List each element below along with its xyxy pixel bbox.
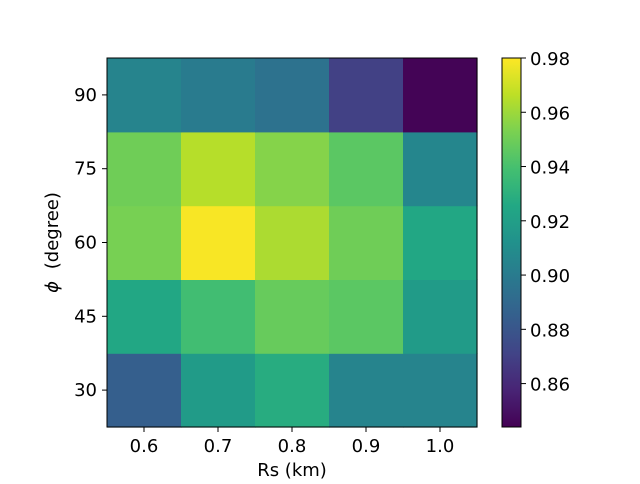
heatmap-cell-75-0.9 — [329, 131, 404, 207]
colorbar-tick-label: 0.96 — [530, 103, 570, 124]
colorbar-ticks: 0.86 0.88 0.90 0.92 0.94 0.96 0.98 — [521, 49, 570, 396]
heatmap-cell-90-0.8 — [255, 58, 330, 133]
heatmap-cell-45-1.0 — [403, 279, 478, 354]
colorbar — [501, 57, 522, 428]
colorbar-tick-label: 0.86 — [530, 375, 570, 396]
heatmap-cell-60-0.6 — [107, 205, 182, 280]
y-tick-label: 60 — [74, 233, 97, 254]
heatmap-cell-30-0.8 — [255, 353, 330, 428]
colorbar-tick-label: 0.94 — [530, 158, 570, 179]
x-tick-label: 1.0 — [426, 436, 455, 457]
heatmap-cell-45-0.7 — [181, 279, 256, 354]
heatmap-cell-75-1.0 — [403, 131, 478, 207]
heatmap-cell-75-0.7 — [181, 131, 256, 207]
x-tick-label: 0.9 — [352, 436, 381, 457]
heatmap-cells — [107, 58, 478, 428]
y-tick-label: 75 — [74, 159, 97, 180]
x-tick-label: 0.7 — [204, 436, 233, 457]
colorbar-tick-label: 0.88 — [530, 320, 570, 341]
y-axis: 30 45 60 75 90 — [74, 85, 107, 401]
heatmap-cell-30-1.0 — [403, 353, 478, 428]
colorbar-tick-label: 0.92 — [530, 212, 570, 233]
heatmap-cell-45-0.9 — [329, 279, 404, 354]
heatmap-cell-30-0.6 — [107, 353, 182, 428]
x-axis-label: Rs (km) — [257, 460, 327, 480]
x-tick-label: 0.8 — [278, 436, 307, 457]
heatmap-cell-90-0.6 — [107, 58, 182, 133]
y-tick-label: 30 — [74, 380, 97, 401]
y-axis-label: ϕ (degree) — [42, 192, 63, 293]
heatmap-cell-75-0.6 — [107, 131, 182, 207]
heatmap-cell-90-1.0 — [403, 58, 478, 133]
heatmap-cell-60-0.8 — [255, 205, 330, 280]
heatmap-cell-75-0.8 — [255, 131, 330, 207]
x-tick-label: 0.6 — [130, 436, 159, 457]
heatmap-cell-60-0.7 — [181, 205, 256, 280]
heatmap-cell-45-0.8 — [255, 279, 330, 354]
heatmap-cell-90-0.7 — [181, 58, 256, 133]
y-tick-label: 45 — [74, 306, 97, 327]
heatmap-cell-30-0.7 — [181, 353, 256, 428]
heatmap-cell-45-0.6 — [107, 279, 182, 354]
x-axis: 0.6 0.7 0.8 0.9 1.0 — [130, 427, 455, 457]
heatmap-cell-30-0.9 — [329, 353, 404, 428]
heatmap-cell-60-0.9 — [329, 205, 404, 280]
colorbar-tick-label: 0.98 — [530, 49, 570, 70]
heatmap-cell-90-0.9 — [329, 58, 404, 133]
colorbar-tick-label: 0.90 — [530, 266, 570, 287]
heatmap-cell-60-1.0 — [403, 205, 478, 280]
y-tick-label: 90 — [74, 85, 97, 106]
y-axis-label-symbol: ϕ — [42, 281, 63, 293]
y-axis-label-text: (degree) — [42, 192, 63, 269]
